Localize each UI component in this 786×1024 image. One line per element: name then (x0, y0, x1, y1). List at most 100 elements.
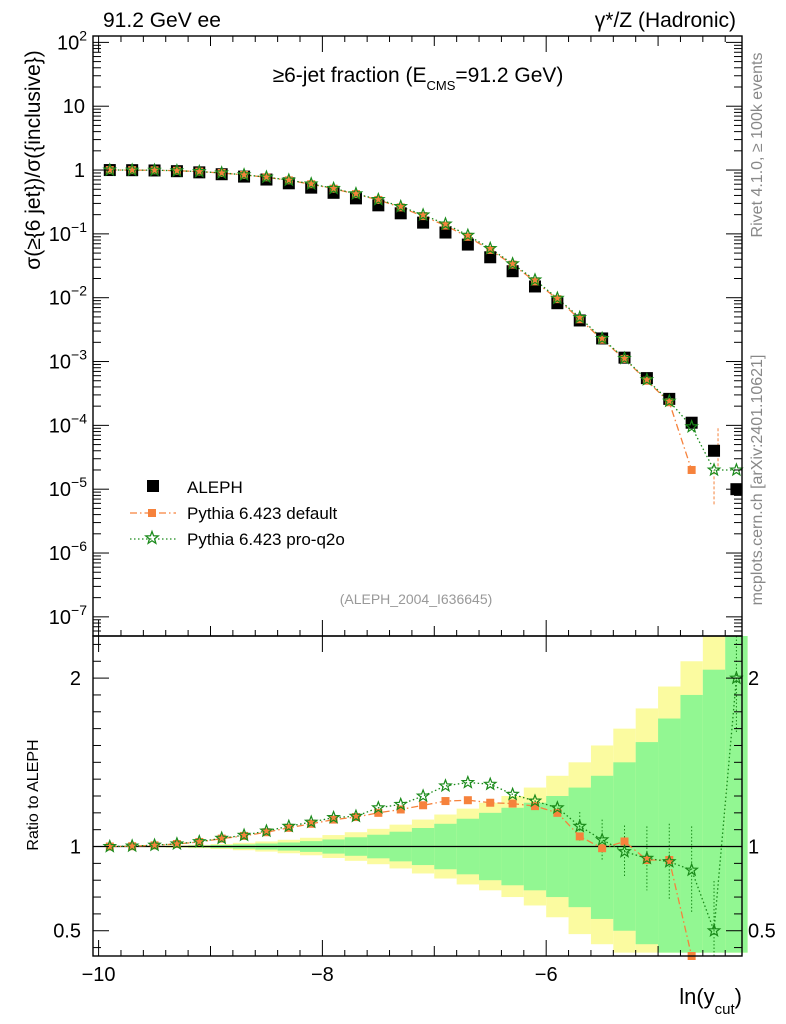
data-point-default (441, 221, 450, 230)
ratio-point-default (665, 856, 674, 864)
ratio-point-proq2o (617, 843, 632, 858)
data-point-proq2o (527, 272, 543, 287)
ratio-point-proq2o (348, 808, 364, 823)
ratio-point-proq2o (124, 838, 140, 853)
ratio-point-default (307, 819, 316, 828)
data-point-default (642, 376, 651, 385)
ratio-point-proq2o (236, 827, 252, 842)
y-tick-label: 10 (63, 96, 85, 118)
ratio-point-default (240, 831, 249, 840)
ratio-point-default (508, 799, 517, 808)
mcplots-reference-text: mcplots.cern.ch [arXiv:2401.10621] (749, 355, 766, 606)
ratio-tick-label-right: 2 (748, 668, 759, 690)
data-point-proq2o (102, 162, 118, 177)
ratio-point-default (575, 832, 584, 841)
ratio-point-default (463, 796, 472, 805)
ratio-point-default (396, 805, 405, 814)
y-tick-label: 10−4 (49, 410, 87, 437)
data-point-proq2o (639, 371, 655, 386)
data-point-default (553, 295, 562, 304)
ratio-point-proq2o (527, 793, 543, 808)
data-point-default (329, 184, 338, 193)
data-point-aleph (685, 416, 698, 429)
band-inner-bin (635, 742, 659, 945)
legend-label-default: Pythia 6.423 default (187, 504, 338, 523)
ratio-line-proq2o (109, 678, 738, 931)
data-point-default (687, 465, 696, 474)
ratio-point-default (530, 802, 539, 811)
band-inner-bin (568, 787, 591, 908)
data-point-proq2o (661, 393, 677, 408)
ratio-point-default (262, 828, 271, 837)
data-point-aleph (708, 444, 721, 457)
y-tick-label: 102 (57, 27, 87, 54)
x-tick-label: −6 (535, 964, 558, 986)
ratio-point-proq2o (259, 823, 274, 838)
band-inner-bin (702, 669, 726, 953)
data-point-proq2o (348, 186, 364, 201)
series-line-proq2o (109, 169, 737, 471)
ratio-point-default (128, 842, 137, 851)
ratio-point-proq2o (706, 923, 722, 937)
ratio-point-default (441, 797, 450, 806)
ratio-point-proq2o (303, 814, 319, 829)
data-point-default (217, 168, 226, 177)
data-point-proq2o (438, 216, 453, 231)
ratio-point-default (195, 837, 204, 846)
legend-label-aleph: ALEPH (187, 478, 243, 497)
ratio-point-proq2o (191, 833, 207, 848)
ratio-point-default (150, 841, 159, 850)
y-tick-label: 10−2 (49, 283, 87, 310)
band-inner-bin (680, 694, 703, 953)
ratio-tick-label-left: 1 (70, 837, 81, 859)
ratio-point-proq2o (147, 837, 162, 852)
analysis-watermark: (ALEPH_2004_I636645) (340, 591, 493, 607)
legend-label-proq2o: Pythia 6.423 pro-q2o (187, 530, 345, 549)
ratio-point-proq2o (661, 853, 677, 868)
ratio-point-proq2o (639, 850, 655, 865)
ratio-tick-label-left: 0.5 (53, 921, 81, 943)
ratio-point-proq2o (281, 818, 297, 833)
data-point-default (240, 170, 249, 179)
y-tick-label: 10−5 (49, 474, 87, 501)
ratio-point-default (217, 834, 226, 843)
ratio-tick-label-right: 0.5 (748, 921, 776, 943)
data-point-proq2o (550, 290, 565, 305)
ratio-point-proq2o (729, 670, 744, 685)
data-point-proq2o (572, 309, 588, 324)
data-point-default (374, 195, 383, 204)
ratio-point-proq2o (102, 838, 118, 853)
ratio-point-default (105, 842, 114, 851)
ratio-point-default (351, 813, 360, 822)
legend-marker-default (148, 509, 156, 517)
data-point-proq2o (371, 191, 386, 206)
x-tick-label: −10 (82, 964, 116, 986)
legend-marker-aleph (147, 480, 159, 492)
data-point-default (598, 335, 607, 344)
ratio-point-default (620, 837, 629, 846)
ratio-point-proq2o (326, 809, 341, 824)
data-point-default (665, 398, 674, 407)
data-point-proq2o (281, 172, 297, 187)
data-point-default (351, 190, 360, 199)
data-point-proq2o (729, 462, 744, 477)
x-tick-label: −8 (311, 964, 334, 986)
data-point-proq2o (259, 169, 274, 184)
chart-title: ≥6-jet fraction (ECMS=91.2 GeV) (273, 64, 564, 93)
data-point-proq2o (460, 227, 476, 242)
data-point-proq2o (303, 176, 319, 191)
data-point-proq2o (124, 162, 140, 177)
ratio-point-default (284, 823, 293, 832)
header-left: 91.2 GeV ee (103, 9, 221, 32)
ratio-point-default (553, 808, 562, 817)
data-point-default (396, 203, 405, 212)
data-point-proq2o (482, 240, 498, 255)
ratio-point-proq2o (482, 776, 498, 791)
data-point-proq2o (415, 207, 431, 222)
data-point-default (307, 180, 316, 189)
ratio-point-proq2o (550, 800, 565, 815)
data-point-default (195, 167, 204, 176)
ratio-uncertainty-bands (93, 636, 748, 953)
ratio-y-axis-label: Ratio to ALEPH (25, 739, 42, 850)
